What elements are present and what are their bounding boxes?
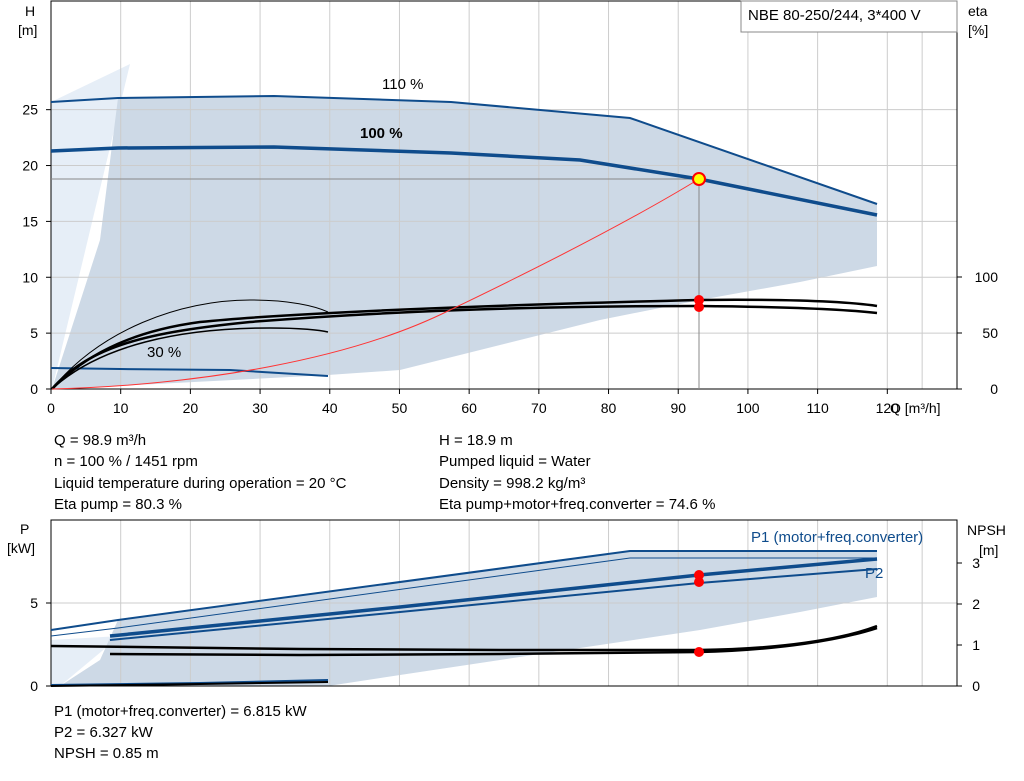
info-left-3: Eta pump = 80.3 % [54, 496, 182, 513]
top-x-tick-label: 100 [736, 400, 760, 416]
top-y-tick-label: 25 [22, 102, 38, 118]
top-x-tick-label: 40 [322, 400, 338, 416]
eta-marker-2 [694, 302, 704, 312]
curve-110 [50, 94, 878, 205]
chart-title: NBE 80-250/244, 3*400 V [748, 7, 921, 24]
head-efficiency-plot: 110 % 100 % 30 % NBE 80-250/244, 3*400 V… [18, 0, 998, 416]
top-x-tick-label: 60 [461, 400, 477, 416]
p1-max-curve [50, 550, 877, 631]
top-grid [50, 1, 957, 389]
eta-curve-small [51, 299, 329, 390]
info-block-top: Q = 98.9 m³/h n = 100 % / 1451 rpm Liqui… [54, 432, 715, 513]
curve-label-100: 100 % [360, 125, 403, 142]
top-x-tick-label: 90 [670, 400, 686, 416]
power-npsh-plot: P1 (motor+freq.converter) P2 P [kW] NPSH… [7, 519, 1006, 694]
info-block-bottom: P1 (motor+freq.converter) = 6.815 kW P2 … [54, 703, 307, 762]
info-bottom-2: NPSH = 0.85 m [54, 745, 159, 762]
bottom-y2-tick-label: 1 [972, 637, 980, 653]
info-right-2: Density = 998.2 kg/m³ [439, 475, 585, 492]
curve-label-30: 30 % [147, 344, 181, 361]
top-x-tick-label: 10 [113, 400, 129, 416]
npsh-marker [694, 647, 704, 657]
info-right-1: Pumped liquid = Water [439, 453, 591, 470]
top-y2-tick-label: 50 [982, 325, 998, 341]
top-y-tick-label: 0 [30, 381, 38, 397]
info-left-0: Q = 98.9 m³/h [54, 432, 146, 449]
top-y-label-1: H [25, 3, 35, 19]
p2-marker [694, 577, 704, 587]
top-y2-tick-label: 0 [990, 381, 998, 397]
top-plot-frame [50, 0, 958, 390]
p1-curve-label: P1 (motor+freq.converter) [751, 529, 923, 546]
bottom-y2-label-2: [m] [979, 542, 998, 558]
bottom-y-label-2: [kW] [7, 540, 35, 556]
p2-curve-label: P2 [865, 565, 883, 582]
top-y2-label-2: [%] [968, 22, 988, 38]
bottom-grid [50, 520, 957, 686]
top-x-tick-label: 70 [531, 400, 547, 416]
top-x-tick-label: 110 [806, 400, 829, 416]
top-y-tick-label: 5 [30, 325, 38, 341]
bottom-y-tick-label: 0 [30, 678, 38, 694]
bottom-y2-tick-label: 3 [972, 555, 980, 571]
p1-curve [109, 557, 878, 638]
eta-curve-1 [51, 298, 878, 390]
bottom-y2-tick-label: 0 [972, 678, 980, 694]
info-right-0: H = 18.9 m [439, 432, 513, 449]
eta-curve-3 [51, 327, 329, 390]
top-y2-label-1: eta [968, 3, 988, 19]
bottom-y-tick-label: 5 [30, 595, 38, 611]
top-x-tick-label: 30 [252, 400, 268, 416]
top-y2-tick-label: 100 [975, 269, 999, 285]
top-x-tick-label: 120 [876, 400, 900, 416]
info-right-3: Eta pump+motor+freq.converter = 74.6 % [439, 496, 715, 513]
system-curve [51, 178, 700, 390]
p1-marker [694, 570, 704, 580]
info-bottom-0: P1 (motor+freq.converter) = 6.815 kW [54, 703, 307, 720]
title-box [740, 0, 958, 33]
bottom-tick-labels: 0 5 0 1 2 3 [30, 555, 980, 694]
operating-envelope-light [51, 64, 130, 389]
top-y-label-2: [m] [18, 22, 37, 38]
npsh-low-curve [50, 681, 329, 687]
power-envelope-light [51, 636, 120, 686]
top-x-tick-label: 0 [47, 400, 55, 416]
eta-curve-2 [51, 304, 878, 390]
p1-thin-curve [50, 557, 877, 637]
eta-marker-1 [694, 295, 704, 305]
top-x-tick-label: 20 [183, 400, 199, 416]
bottom-y2-label-1: NPSH [967, 522, 1006, 538]
top-y-tick-label: 15 [22, 213, 38, 229]
top-x-label: Q [m³/h] [890, 400, 941, 416]
operating-envelope [52, 96, 877, 389]
top-tick-labels: 0 10 20 30 40 50 60 70 80 90 100 110 120 0 5 10 15 20 25 0 5… [22, 102, 998, 416]
top-x-tick-label: 80 [601, 400, 617, 416]
bottom-y2-tick-label: 2 [972, 596, 980, 612]
top-x-tick-label: 50 [392, 400, 408, 416]
top-y-tick-label: 20 [22, 158, 38, 174]
info-bottom-1: P2 = 6.327 kW [54, 724, 154, 741]
info-left-1: n = 100 % / 1451 rpm [54, 453, 198, 470]
curve-30 [50, 367, 329, 377]
p2-curve [109, 568, 878, 641]
duty-point-marker [692, 172, 706, 186]
info-left-2: Liquid temperature during operation = 20… [54, 475, 347, 492]
curve-label-110: 110 % [382, 76, 423, 93]
bottom-y-label-1: P [20, 521, 29, 537]
top-y-tick-label: 10 [22, 269, 38, 285]
